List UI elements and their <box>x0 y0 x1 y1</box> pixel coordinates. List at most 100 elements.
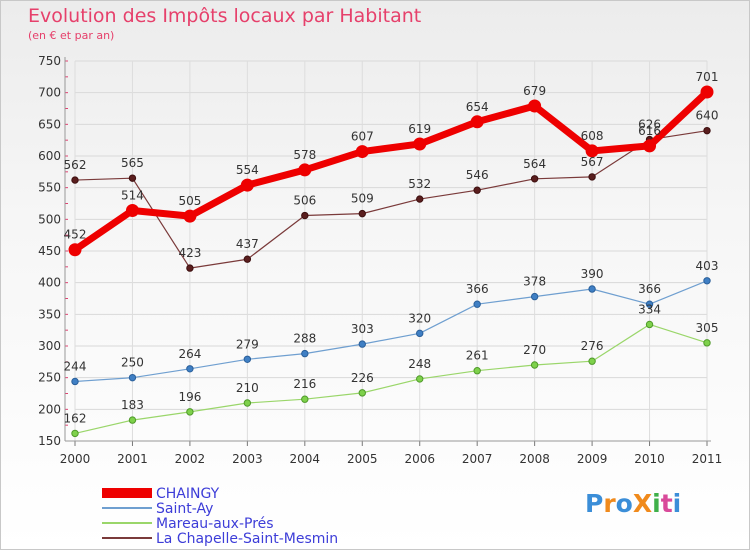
data-point-chaingy <box>528 99 542 113</box>
data-point-chaingy <box>413 137 427 151</box>
data-point-la-chapelle-saint-mesmin <box>186 264 194 272</box>
data-label-saint-ay: 244 <box>64 359 87 373</box>
data-label-mareau-aux-pres: 196 <box>178 390 201 404</box>
data-point-saint-ay <box>301 349 309 358</box>
data-label-mareau-aux-pres: 334 <box>638 302 661 316</box>
series-group <box>68 85 714 438</box>
data-point-la-chapelle-saint-mesmin <box>301 211 309 220</box>
data-label-saint-ay: 378 <box>523 275 546 289</box>
x-tick-label: 2001 <box>117 452 148 466</box>
data-point-mareau-aux-pres <box>71 429 79 438</box>
legend-label-mareau-aux-pres: Mareau-aux-Prés <box>156 516 274 532</box>
y-tick-label: 150 <box>38 434 61 448</box>
data-label-la-chapelle-saint-mesmin: 626 <box>638 118 661 132</box>
data-label-mareau-aux-pres: 226 <box>351 371 374 385</box>
data-point-la-chapelle-saint-mesmin <box>588 173 596 181</box>
data-point-la-chapelle-saint-mesmin <box>358 209 366 218</box>
data-label-la-chapelle-saint-mesmin: 562 <box>64 158 87 172</box>
chart-title: Evolution des Impôts locaux par Habitant <box>28 5 422 27</box>
data-point-chaingy <box>183 209 197 223</box>
x-tick-label: 2008 <box>519 452 550 466</box>
data-point-la-chapelle-saint-mesmin <box>128 174 137 182</box>
data-label-saint-ay: 320 <box>408 311 431 325</box>
data-label-chaingy: 514 <box>121 188 144 202</box>
x-tick-label: 2002 <box>175 452 206 466</box>
data-point-saint-ay <box>645 300 654 308</box>
data-label-saint-ay: 279 <box>236 337 259 351</box>
data-point-chaingy <box>125 203 139 217</box>
data-label-saint-ay: 366 <box>638 282 661 296</box>
data-point-mareau-aux-pres <box>645 320 654 329</box>
data-label-mareau-aux-pres: 248 <box>408 357 431 371</box>
series-line-mareau-aux-pres <box>74 323 708 434</box>
y-tick-label: 650 <box>38 117 61 131</box>
data-point-mareau-aux-pres <box>588 357 596 365</box>
data-point-chaingy <box>643 139 657 153</box>
data-label-la-chapelle-saint-mesmin: 546 <box>466 168 489 182</box>
data-point-saint-ay <box>186 365 194 373</box>
x-tick-label: 2005 <box>347 452 378 466</box>
data-point-la-chapelle-saint-mesmin <box>530 175 539 183</box>
data-label-mareau-aux-pres: 216 <box>293 377 316 391</box>
data-label-chaingy: 608 <box>581 129 604 143</box>
axes: 150 200 250 300 350 400 450 500 550 600 650 700 750 2… <box>38 54 722 466</box>
data-label-la-chapelle-saint-mesmin: 564 <box>523 157 546 171</box>
data-label-chaingy: 607 <box>351 130 374 144</box>
data-point-mareau-aux-pres <box>530 361 539 369</box>
data-point-mareau-aux-pres <box>416 375 424 383</box>
y-tick-label: 450 <box>38 244 61 258</box>
data-point-mareau-aux-pres <box>358 389 366 397</box>
data-label-la-chapelle-saint-mesmin: 532 <box>408 177 431 191</box>
data-point-chaingy <box>298 163 312 177</box>
data-point-chaingy <box>240 178 254 192</box>
data-label-saint-ay: 403 <box>696 259 719 273</box>
data-label-la-chapelle-saint-mesmin: 506 <box>293 194 316 208</box>
y-tick-label: 350 <box>38 307 61 321</box>
legend-swatch-chaingy <box>102 488 152 498</box>
y-tick-label: 500 <box>38 212 61 226</box>
data-label-mareau-aux-pres: 270 <box>523 343 546 357</box>
data-point-mareau-aux-pres <box>703 339 711 347</box>
data-label-la-chapelle-saint-mesmin: 509 <box>351 192 374 206</box>
data-point-saint-ay <box>128 373 137 382</box>
data-label-la-chapelle-saint-mesmin: 437 <box>236 237 259 251</box>
data-label-chaingy: 679 <box>523 84 546 98</box>
data-label-mareau-aux-pres: 276 <box>581 339 604 353</box>
data-label-chaingy: 701 <box>696 70 719 84</box>
series-line-la-chapelle-saint-mesmin <box>74 130 708 269</box>
data-label-saint-ay: 250 <box>121 356 144 370</box>
data-point-la-chapelle-saint-mesmin <box>243 255 252 263</box>
proxiti-logo: ProXiti <box>585 489 682 518</box>
data-label-saint-ay: 390 <box>581 267 604 281</box>
x-tick-label: 2007 <box>462 452 493 466</box>
data-point-mareau-aux-pres <box>128 416 137 424</box>
data-point-saint-ay <box>243 355 252 363</box>
data-point-la-chapelle-saint-mesmin <box>473 186 481 194</box>
data-point-saint-ay <box>358 340 366 348</box>
data-point-mareau-aux-pres <box>186 408 194 416</box>
x-tick-label: 2003 <box>232 452 263 466</box>
data-label-chaingy: 654 <box>466 100 489 114</box>
data-label-mareau-aux-pres: 261 <box>466 349 489 363</box>
data-label-mareau-aux-pres: 305 <box>696 321 719 335</box>
x-tick-label: 2009 <box>577 452 608 466</box>
series-line-saint-ay <box>74 280 708 383</box>
x-tick-label: 2006 <box>404 452 435 466</box>
data-label-mareau-aux-pres: 183 <box>121 398 144 412</box>
chart-subtitle: (en € et par an) <box>28 29 115 42</box>
data-label-la-chapelle-saint-mesmin: 565 <box>121 156 144 170</box>
data-label-la-chapelle-saint-mesmin: 640 <box>696 109 719 123</box>
data-point-chaingy <box>68 243 82 257</box>
data-label-chaingy: 554 <box>236 163 259 177</box>
data-point-chaingy <box>585 144 599 158</box>
legend-label-la-chapelle-saint-mesmin: La Chapelle-Saint-Mesmin <box>156 531 338 547</box>
data-point-saint-ay <box>416 329 424 338</box>
y-tick-label: 400 <box>38 276 61 290</box>
data-label-chaingy: 505 <box>178 194 201 208</box>
legend-label-saint-ay: Saint-Ay <box>156 501 213 517</box>
y-tick-label: 200 <box>38 402 61 416</box>
data-label-la-chapelle-saint-mesmin: 567 <box>581 155 604 169</box>
data-label-chaingy: 619 <box>408 122 431 136</box>
data-point-mareau-aux-pres <box>243 399 252 407</box>
